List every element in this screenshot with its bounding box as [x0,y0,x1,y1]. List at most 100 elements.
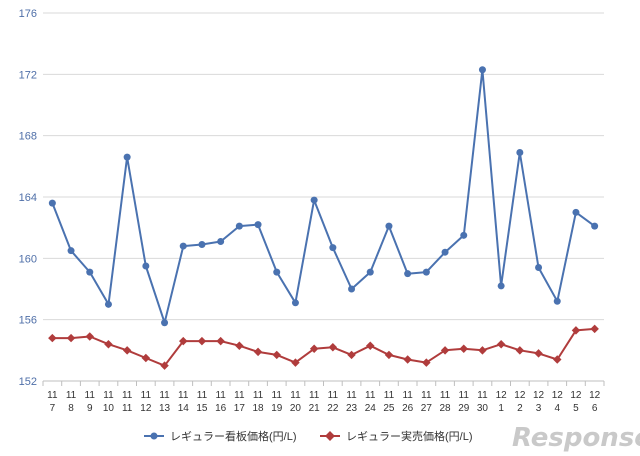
x-tick-label-month: 12 [496,390,508,401]
x-tick-label-day: 10 [103,403,115,414]
x-tick-label-month: 11 [384,390,395,401]
data-point [459,344,468,354]
series-line-0 [51,68,596,324]
x-tick-label-day: 28 [439,403,451,414]
data-point [309,344,319,354]
legend-label-signboard: レギュラー看板価格(円/L) [170,429,297,443]
data-point [216,336,225,346]
x-tick-label-day: 29 [458,403,470,414]
x-tick-label-month: 11 [272,390,283,401]
data-point [440,346,450,355]
x-tick-label-month: 11 [122,390,133,401]
y-tick-label: 152 [19,376,37,388]
grid-lines [43,12,604,321]
data-point [534,349,543,358]
data-point [590,324,599,334]
data-point [197,336,207,346]
x-tick-labels: 1171181191110111111121113111411151116111… [47,390,600,414]
data-point [179,336,188,346]
data-point [86,268,94,276]
data-point [235,222,243,230]
series [48,66,599,370]
data-point [253,347,263,357]
x-tick-label-month: 11 [290,390,301,401]
legend-item-signboard: レギュラー看板価格(円/L) [144,429,297,443]
x-tick-label-month: 11 [365,390,376,401]
data-point [422,358,431,367]
data-point [591,222,599,230]
data-point [571,326,581,335]
x-tick-label-day: 23 [346,403,358,414]
x-tick-label-day: 11 [122,403,133,414]
x-tick-label-month: 11 [66,390,77,401]
data-point [123,153,131,161]
data-point [141,353,151,363]
watermark-logo: Response. [512,423,640,453]
x-tick-label-month: 11 [421,390,432,401]
data-point [497,282,505,290]
data-point [122,346,132,355]
x-tick-label-day: 30 [477,403,489,414]
data-point [441,248,449,256]
x-tick-label-day: 26 [402,403,414,414]
x-tick-label-day: 20 [290,403,302,414]
data-point [310,196,318,204]
y-tick-label: 176 [19,8,37,20]
x-tick-label-day: 2 [517,403,523,414]
data-point [403,355,412,364]
x-tick-label-day: 3 [536,403,542,414]
series-line-1 [52,327,595,367]
x-tick-label-month: 11 [309,390,320,401]
x-tick-label-day: 13 [159,403,171,414]
data-point [329,244,337,252]
x-tick-label-day: 5 [573,403,579,414]
x-tick-label-day: 25 [383,403,395,414]
data-point [160,361,169,370]
x-tick-label-month: 12 [533,390,545,401]
data-point [328,343,338,352]
x-tick-label-day: 21 [309,403,321,414]
y-tick-labels: 152 156 160 164 168 172 176 [19,8,37,388]
x-tick-label-day: 12 [140,403,152,414]
x-tick-label-day: 4 [554,403,560,414]
x-tick-label-month: 11 [85,390,96,401]
x-tick-label-month: 11 [141,390,152,401]
data-point [535,264,543,272]
x-tick-label-day: 17 [234,403,246,414]
data-point [104,339,113,349]
data-point [366,268,374,276]
data-point [66,333,76,343]
legend-item-actual: レギュラー実売価格(円/L) [320,429,473,443]
data-point [142,262,150,270]
data-point [478,66,486,74]
legend: レギュラー看板価格(円/L) レギュラー実売価格(円/L) [144,429,473,443]
data-point [515,346,525,355]
x-tick-label-day: 6 [592,403,598,414]
x-tick-label-month: 11 [328,390,339,401]
x-tick-label-month: 11 [47,390,58,401]
data-point [384,350,394,360]
axes [42,380,605,386]
x-tick-label-day: 24 [365,403,377,414]
data-point [366,341,375,350]
data-point [572,208,580,216]
x-tick-label-month: 11 [103,390,114,401]
data-point [48,199,56,207]
x-tick-label-month: 12 [514,390,526,401]
data-point [67,247,75,255]
data-point [460,231,468,239]
x-tick-label-day: 7 [50,403,56,414]
data-point [254,221,262,229]
x-tick-label-month: 11 [477,390,488,401]
x-tick-label-month: 12 [552,390,564,401]
data-point [272,350,281,360]
y-tick-label: 172 [19,69,37,81]
data-point [496,339,506,349]
data-point [291,299,299,307]
x-tick-label-month: 11 [459,390,470,401]
y-tick-label: 160 [19,253,37,265]
x-tick-label-month: 11 [234,390,245,401]
data-point [235,341,244,350]
data-point [273,268,281,276]
